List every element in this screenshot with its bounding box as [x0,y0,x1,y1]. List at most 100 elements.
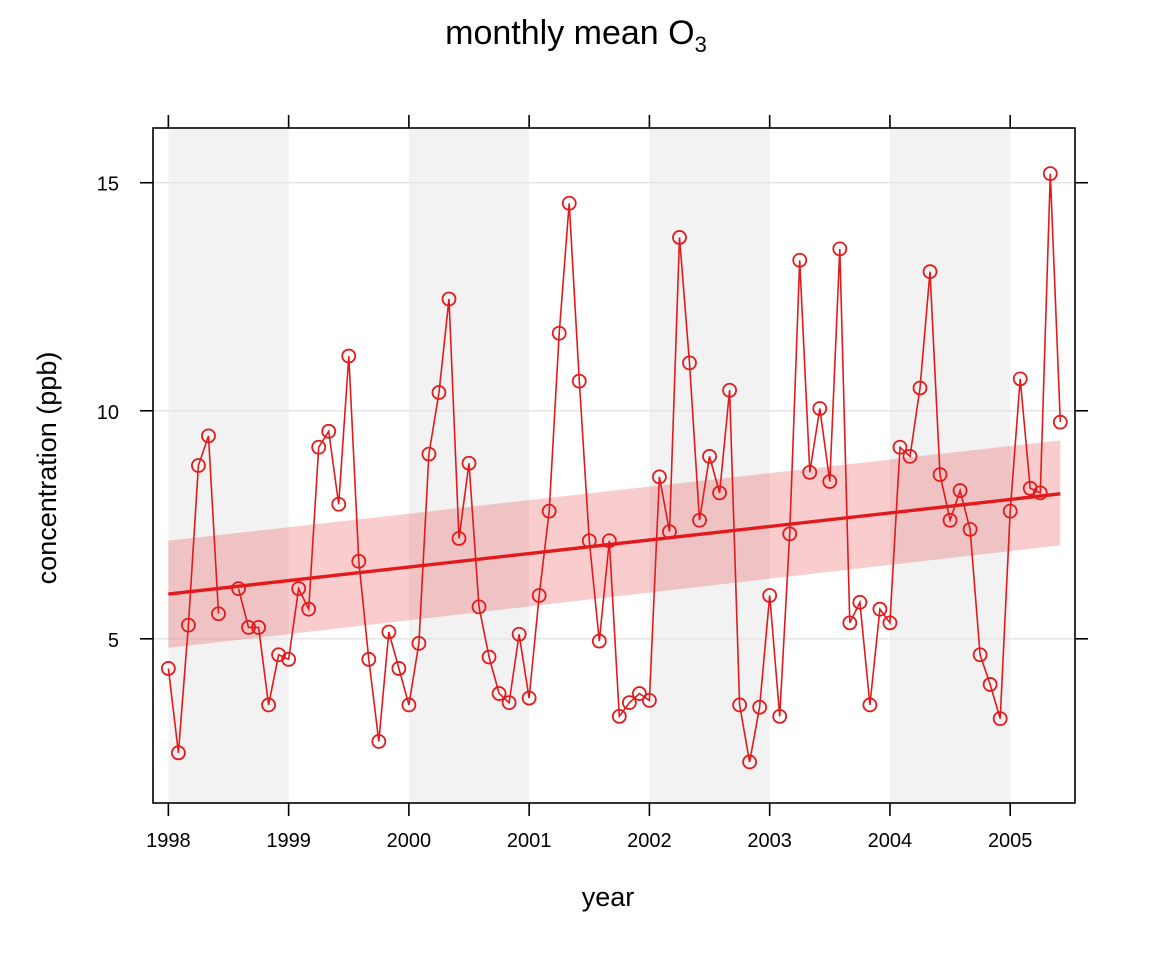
x-tick-label: 1999 [266,830,311,852]
data-point [802,464,818,480]
data-point [160,661,176,676]
data-point [812,401,828,416]
data-point [631,686,647,701]
data-point [962,521,978,537]
data-point [722,382,737,398]
x-tick-label: 2003 [747,830,792,852]
data-point [511,626,527,642]
data-point [872,601,888,617]
data-point [201,428,216,444]
year-band [168,129,289,802]
y-tick-label: 15 [97,174,119,196]
data-point [782,526,798,542]
x-tick-label: 2000 [387,830,432,852]
data-point [491,686,507,701]
x-tick-label: 2002 [627,830,672,852]
data-point [561,195,577,211]
data-point [301,601,317,617]
data-point [642,692,657,708]
data-point [571,373,587,389]
data-point [1052,414,1068,430]
data-point [261,697,276,713]
year-band [889,129,1011,802]
data-point [170,745,186,761]
data-point [672,230,687,245]
data-point [591,633,607,649]
data-point [601,533,617,549]
data-point [932,467,948,483]
data-point [902,448,918,464]
y-axis-ticks: 5 10 15 [97,174,1088,652]
data-point [481,649,497,665]
data-point [191,458,206,473]
data-point [852,594,868,610]
data-point [832,241,848,257]
data-point [662,524,677,540]
data-point [712,485,727,501]
x-tick-label: 2004 [868,830,913,852]
data-point [311,439,327,455]
plot-frame [152,127,1076,804]
y-axis-label: concentration (ppb) [32,352,62,585]
data-point [521,690,537,706]
data-point [1012,371,1028,387]
data-point [241,620,256,635]
data-point [1002,503,1018,519]
data-point [862,697,878,713]
data-point [401,697,417,713]
data-point [231,581,246,597]
data-point [972,647,988,663]
data-point [391,661,407,676]
data-point [611,708,627,724]
data-point [461,455,477,471]
data-point [692,512,707,528]
data-point [772,708,788,724]
data-point [682,355,697,371]
grid-lines [153,182,1075,640]
data-point [501,695,517,711]
data-point [982,677,998,692]
data-point [371,734,387,749]
data-point [531,588,547,603]
data-point [1042,166,1058,182]
x-axis-ticks: 1998 1999 2000 2001 2002 2003 2004 2005 [146,115,1032,852]
data-point [822,474,838,489]
data-point [451,531,467,546]
x-tick-label: 2001 [507,830,552,852]
y-tick-label: 10 [97,402,119,424]
data-point [732,697,748,713]
x-tick-label: 2005 [988,830,1033,852]
chart-title: monthly mean O3 [445,14,707,57]
data-point [702,448,717,464]
data-point [331,496,347,512]
data-point [792,252,808,268]
data-point [251,620,266,635]
data-point [291,581,307,597]
data-point [762,588,778,603]
data-point [842,615,858,631]
data-point [361,651,377,667]
data-point [411,635,427,651]
data-point [742,754,758,770]
data-point [281,651,297,667]
data-point [952,483,968,498]
data-point [752,699,768,715]
data-point [992,711,1008,727]
chart-title-subscript: 3 [695,32,707,57]
data-point [321,423,337,439]
data-point [351,553,367,569]
data-point [621,695,637,711]
data-point [211,606,226,622]
data-point [942,512,958,528]
x-axis-label: year [582,882,635,912]
data-point [652,469,667,485]
data-point [581,533,597,549]
data-point [471,599,487,615]
chart-title-main: monthly mean O [445,14,694,52]
year-band [649,129,770,802]
data-point [541,503,557,519]
data-point [551,325,567,341]
data-point [892,439,908,455]
data-point [341,348,357,364]
